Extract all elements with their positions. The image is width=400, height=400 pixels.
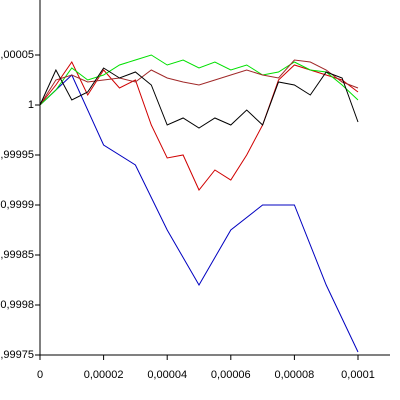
y-tick-label: 1,00005	[0, 49, 34, 61]
y-tick-label: 0,99995	[0, 149, 34, 161]
y-tick-label: 0,99975	[0, 349, 34, 361]
series-line	[39, 59, 359, 106]
y-tick-label: 1	[28, 99, 34, 111]
x-tick-label: 0,00002	[84, 369, 124, 381]
x-tick-label: 0,00006	[211, 369, 251, 381]
x-tick-label: 0,00004	[147, 369, 187, 381]
y-tick-label: 0,99985	[0, 249, 34, 261]
x-tick-label: 0	[37, 369, 43, 381]
series-line	[39, 74, 359, 353]
y-tick-label: 0,9998	[0, 299, 34, 311]
x-tick-label: 0,0001	[341, 369, 375, 381]
y-tick-label: 0,9999	[0, 199, 34, 211]
series-line	[39, 54, 359, 106]
series-line	[39, 61, 359, 191]
x-tick-label: 0,00008	[275, 369, 315, 381]
series-line	[39, 67, 359, 129]
